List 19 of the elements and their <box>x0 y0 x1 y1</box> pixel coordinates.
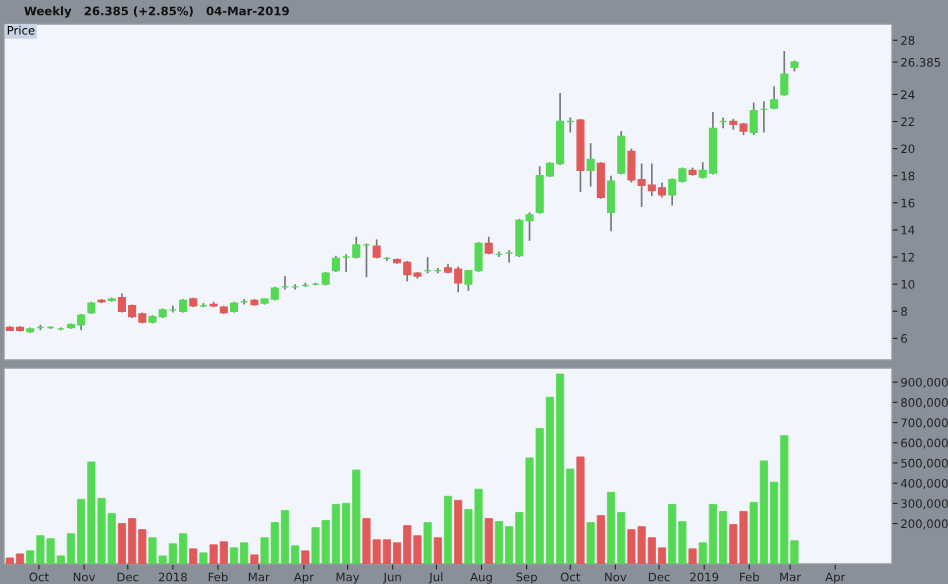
bar <box>301 550 310 564</box>
bar <box>443 495 453 564</box>
candlestick <box>586 142 595 188</box>
candlestick <box>606 174 616 233</box>
bar <box>596 515 605 564</box>
bar <box>586 522 595 564</box>
bar <box>576 456 585 564</box>
candlestick <box>596 161 605 200</box>
bar <box>433 537 442 564</box>
bar <box>454 499 463 564</box>
bar <box>189 548 198 564</box>
candlestick <box>749 101 758 136</box>
bar <box>423 522 432 564</box>
bar <box>484 518 493 564</box>
bar <box>199 552 208 564</box>
candlestick <box>780 50 789 97</box>
bar <box>688 548 697 564</box>
bar <box>250 554 259 564</box>
candlestick <box>617 130 626 176</box>
